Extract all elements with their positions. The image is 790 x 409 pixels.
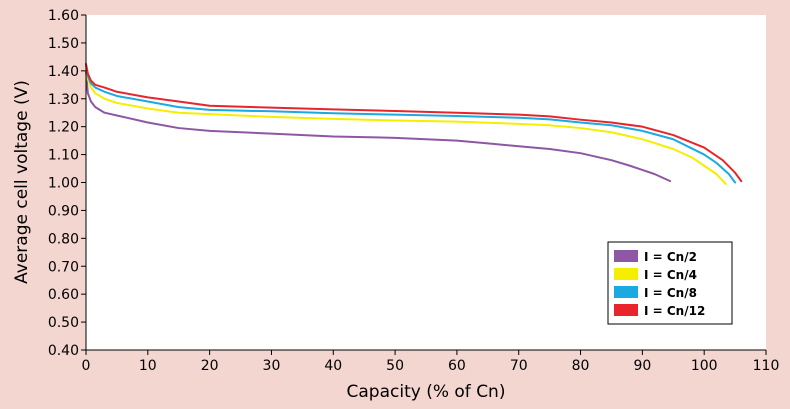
y-axis-title: Average cell voltage (V)	[12, 80, 32, 284]
x-tick-label: 110	[753, 358, 780, 374]
x-tick-label: 20	[201, 358, 219, 374]
y-tick-label: 0.60	[48, 287, 79, 303]
x-tick-label: 50	[386, 358, 404, 374]
x-tick-label: 100	[691, 358, 718, 374]
legend-swatch-2	[614, 268, 638, 280]
x-tick-label: 90	[633, 358, 651, 374]
legend-swatch-1	[614, 250, 638, 262]
y-tick-label: 0.90	[48, 203, 79, 219]
x-tick-label: 80	[572, 358, 590, 374]
legend-swatch-3	[614, 286, 638, 298]
x-tick-label: 10	[139, 358, 157, 374]
legend-label-3: I = Cn/8	[644, 286, 697, 300]
y-tick-label: 1.10	[48, 148, 79, 164]
y-tick-label: 0.70	[48, 259, 79, 275]
y-tick-label: 1.00	[48, 176, 79, 192]
legend-swatch-4	[614, 304, 638, 316]
x-tick-label: 60	[448, 358, 466, 374]
legend-label-4: I = Cn/12	[644, 304, 705, 318]
y-tick-label: 1.60	[48, 8, 79, 24]
y-tick-label: 1.40	[48, 64, 79, 80]
legend: I = Cn/2 I = Cn/4 I = Cn/8 I = Cn/12	[608, 242, 732, 324]
x-tick-label: 30	[263, 358, 281, 374]
x-axis-title: Capacity (% of Cn)	[347, 382, 506, 402]
y-tick-label: 1.30	[48, 92, 79, 108]
y-tick-label: 0.40	[48, 343, 79, 359]
x-tick-label: 70	[510, 358, 528, 374]
y-tick-label: 0.50	[48, 315, 79, 331]
legend-label-1: I = Cn/2	[644, 250, 697, 264]
y-tick-label: 0.80	[48, 231, 79, 247]
x-tick-label: 0	[82, 358, 91, 374]
x-tick-label: 40	[324, 358, 342, 374]
y-tick-label: 1.20	[48, 120, 79, 136]
legend-label-2: I = Cn/4	[644, 268, 697, 282]
x-axis-ticks: 0 10 20 30 40 50 60 70 80 90 100 110	[82, 350, 780, 374]
y-axis-ticks: 0.40 0.50 0.60 0.70 0.80 0.90 1.00 1.10 1.20 1.30…	[48, 8, 86, 359]
y-tick-label: 1.50	[48, 36, 79, 52]
